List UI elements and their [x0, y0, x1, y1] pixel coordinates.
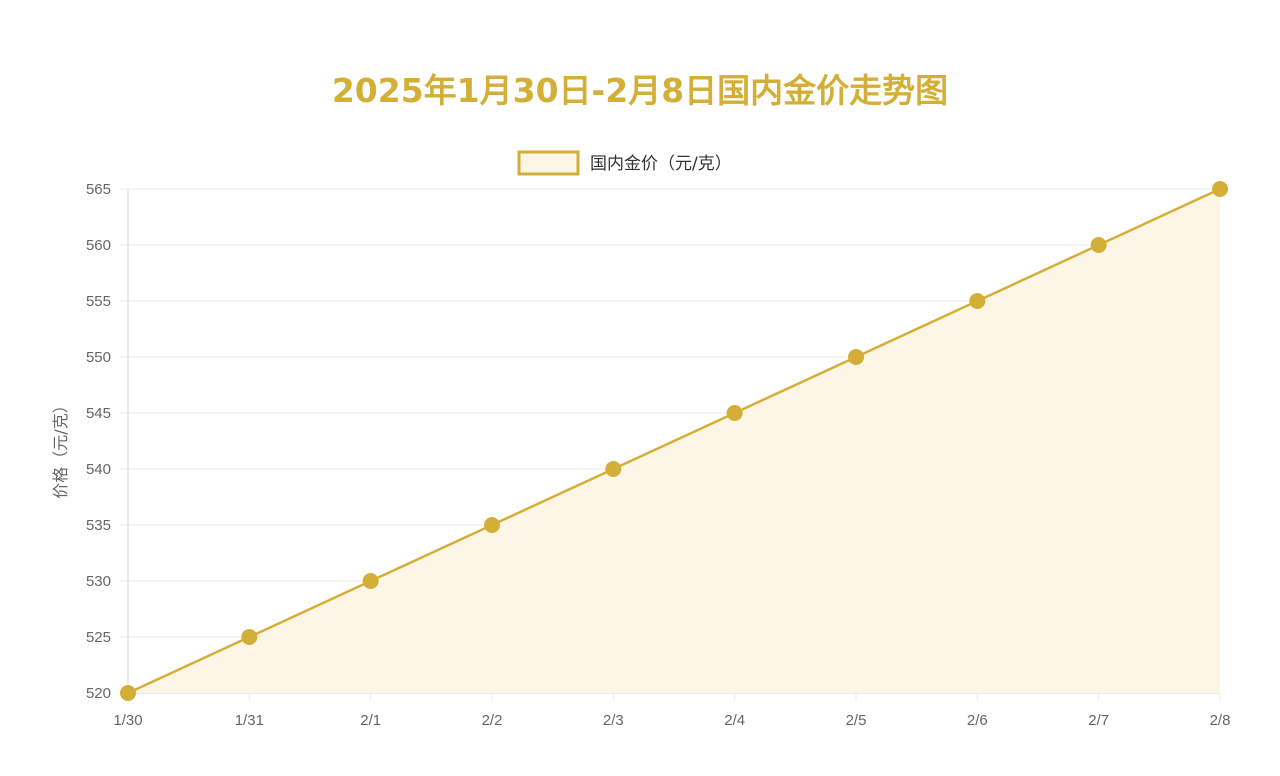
data-point[interactable]: [969, 293, 986, 309]
y-tick-label: 535: [86, 517, 111, 534]
x-tick-label: 2/4: [724, 712, 745, 729]
data-point[interactable]: [362, 573, 379, 589]
legend[interactable]: 国内金价（元/克）: [517, 150, 732, 176]
y-axis-title: 价格（元/克）: [51, 397, 70, 498]
data-point[interactable]: [1212, 181, 1228, 197]
legend-swatch[interactable]: [517, 150, 580, 176]
data-point[interactable]: [726, 405, 743, 421]
y-tick-labels: 520 525 530 535 540 545 550 555 560 565: [86, 181, 111, 702]
data-point[interactable]: [605, 461, 622, 477]
y-tick-label: 560: [86, 237, 111, 254]
x-tick-label: 2/2: [482, 712, 503, 729]
y-tick-label: 550: [86, 349, 111, 366]
y-tick-label: 545: [86, 405, 111, 422]
x-tick-label: 2/1: [360, 712, 381, 729]
y-tick-label: 565: [86, 181, 111, 198]
data-point[interactable]: [120, 685, 136, 701]
data-point[interactable]: [848, 349, 864, 365]
data-point[interactable]: [241, 629, 258, 645]
y-tick-label: 540: [86, 461, 111, 478]
x-tick-label: 2/6: [967, 712, 988, 729]
series-line: [127, 187, 1221, 695]
x-tick-label: 2/8: [1210, 712, 1231, 729]
x-tick-label: 2/5: [846, 712, 867, 729]
data-point[interactable]: [484, 517, 500, 533]
legend-label[interactable]: 国内金价（元/克）: [590, 154, 732, 174]
y-tick-label: 555: [86, 293, 111, 310]
data-points: [120, 181, 1228, 701]
data-point[interactable]: [1090, 237, 1107, 253]
y-tick-label: 530: [86, 573, 111, 590]
x-tick-label: 1/31: [235, 712, 264, 729]
x-tick-label: 2/7: [1088, 712, 1109, 729]
series-line-path: [127, 187, 1221, 695]
x-tick-label: 1/30: [113, 712, 142, 729]
y-tick-label: 525: [86, 629, 111, 646]
chart-title: 2025年1月30日-2月8日国内金价走势图: [331, 71, 949, 110]
x-tick-label: 2/3: [603, 712, 624, 729]
y-tick-label: 520: [86, 685, 111, 702]
x-tick-labels: 1/30 1/31 2/1 2/2 2/3 2/4 2/5 2/6 2/7 2/8: [113, 712, 1230, 729]
